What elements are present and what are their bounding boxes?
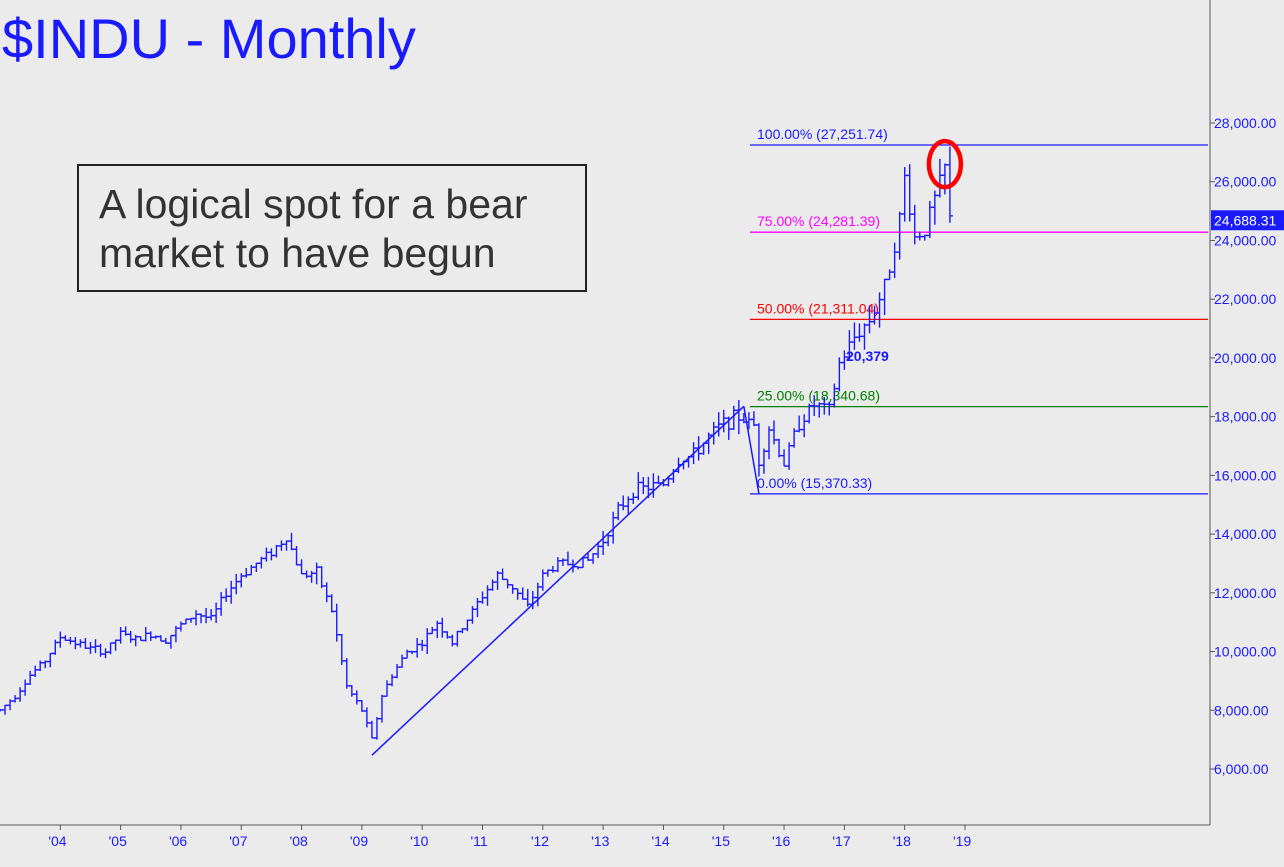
y-tick-label: 26,000.00 (1214, 174, 1276, 190)
fib-label: 50.00% (21,311.04) (757, 300, 879, 316)
x-tick-label: '05 (109, 833, 127, 849)
price-bars: 20,379 (0, 138, 964, 740)
last-price-label: 24,688.31 (1214, 212, 1276, 228)
y-tick-label: 20,000.00 (1214, 350, 1276, 366)
x-tick-label: '11 (471, 833, 488, 849)
fib-label: 0.00% (15,370.33) (757, 475, 872, 491)
y-tick-label: 28,000.00 (1214, 115, 1276, 131)
x-tick-label: '19 (953, 833, 971, 849)
annotation-box: A logical spot for a bear market to have… (77, 164, 587, 292)
y-tick-label: 12,000.00 (1214, 585, 1276, 601)
y-tick-label: 6,000.00 (1214, 761, 1269, 777)
y-tick-label: 22,000.00 (1214, 291, 1276, 307)
fib-label: 75.00% (24,281.39) (757, 213, 880, 229)
y-tick-label: 10,000.00 (1214, 644, 1276, 660)
x-tick-label: '16 (772, 833, 790, 849)
annotation-line-1: A logical spot for a bear (99, 181, 528, 227)
y-tick-label: 8,000.00 (1214, 702, 1269, 718)
y-axis: 6,000.00 8,000.00 10,000.00 12,000.00 14,000… (0, 0, 1284, 826)
x-tick-label: '09 (350, 833, 368, 849)
y-tick-label: 16,000.00 (1214, 467, 1276, 483)
x-tick-label: '08 (290, 833, 308, 849)
x-tick-label: '13 (591, 833, 609, 849)
annotation-line-2: market to have begun (99, 230, 496, 276)
x-tick-label: '07 (229, 833, 247, 849)
x-tick-label: '17 (832, 833, 850, 849)
chart-title: $INDU - Monthly (2, 7, 416, 70)
point-label: 20,379 (846, 348, 889, 364)
trendline (743, 406, 760, 494)
y-tick-label: 24,000.00 (1214, 232, 1276, 248)
y-tick-label: 18,000.00 (1214, 409, 1276, 425)
x-tick-label: '18 (893, 833, 911, 849)
x-axis: '04 '05 '06 '07 '08 '09 '10 '11 '12 '13 '14 '15 '16 '… (48, 825, 971, 849)
annotation-text: A logical spot for a bear market to have… (99, 180, 527, 278)
x-tick-label: '10 (410, 833, 428, 849)
fib-label: 100.00% (27,251.74) (757, 126, 888, 142)
x-tick-label: '06 (169, 833, 187, 849)
y-tick-label: 14,000.00 (1214, 526, 1276, 542)
fib-label: 25.00% (18,340.68) (757, 388, 880, 404)
x-tick-label: '14 (651, 833, 669, 849)
x-tick-label: '04 (48, 833, 66, 849)
fib-levels: 100.00% (27,251.74) 75.00% (24,281.39) 50.… (750, 126, 1208, 495)
last-price-box (1211, 210, 1284, 231)
x-tick-label: '12 (531, 833, 549, 849)
highlight-ellipse (926, 138, 964, 190)
x-tick-label: '15 (712, 833, 730, 849)
